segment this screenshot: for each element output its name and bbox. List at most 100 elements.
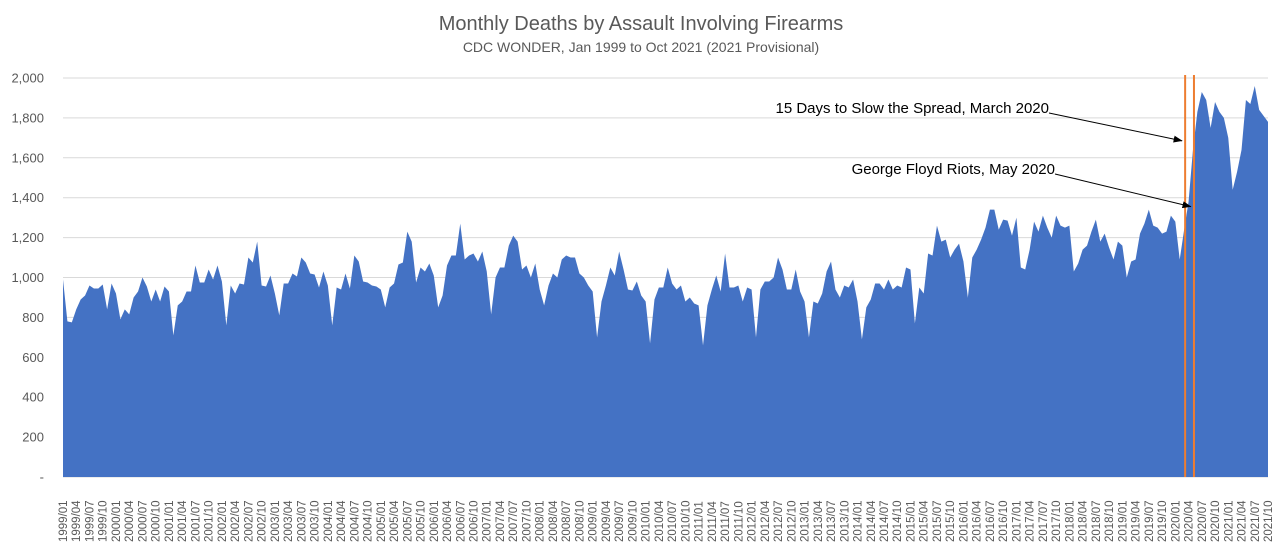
- chart-subtitle: CDC WONDER, Jan 1999 to Oct 2021 (2021 P…: [463, 39, 819, 55]
- x-tick-label: 1999/01: [58, 500, 70, 542]
- x-tick-label: 2007/04: [495, 500, 507, 542]
- x-tick-label: 2017/07: [1038, 500, 1050, 542]
- x-tick-label: 2020/07: [1197, 500, 1209, 542]
- x-tick-label: 2007/10: [521, 500, 533, 542]
- annotation-label: George Floyd Riots, May 2020: [852, 161, 1055, 178]
- x-tick-label: 2006/07: [455, 500, 467, 542]
- y-tick-label: 1,600: [11, 150, 44, 165]
- x-tick-label: 2005/10: [416, 500, 428, 542]
- x-tick-label: 2001/04: [177, 500, 189, 542]
- x-tick-label: 2002/10: [257, 500, 269, 542]
- x-tick-label: 2004/04: [336, 500, 348, 542]
- x-tick-label: 2010/07: [667, 500, 679, 542]
- x-tick-label: 2021/07: [1250, 500, 1262, 542]
- x-tick-label: 2013/01: [800, 500, 812, 542]
- x-tick-label: 2020/04: [1184, 500, 1196, 542]
- x-tick-label: 2014/01: [853, 500, 865, 542]
- x-tick-label: 2014/04: [866, 500, 878, 542]
- x-tick-label: 2003/04: [283, 500, 295, 542]
- x-axis: 1999/01 1999/04 1999/07 1999/10 2000/01 2000/…: [58, 500, 1275, 542]
- y-tick-label: 800: [22, 310, 44, 325]
- x-tick-label: 2019/04: [1131, 500, 1143, 542]
- x-tick-label: 1999/10: [98, 500, 110, 542]
- x-tick-label: 2005/01: [376, 500, 388, 542]
- x-tick-label: 2021/10: [1263, 500, 1275, 542]
- x-tick-label: 2003/07: [296, 500, 308, 542]
- x-tick-label: 1999/04: [71, 500, 83, 542]
- x-tick-label: 2018/10: [1104, 500, 1116, 542]
- plot-area: [63, 85, 1268, 477]
- x-tick-label: 2005/04: [389, 500, 401, 542]
- x-tick-label: 2006/04: [442, 500, 454, 542]
- x-tick-label: 2008/01: [535, 500, 547, 542]
- x-tick-label: 2002/04: [230, 500, 242, 542]
- x-tick-label: 2003/10: [310, 500, 322, 542]
- x-tick-label: 2011/01: [694, 501, 706, 542]
- x-tick-label: 2015/10: [945, 500, 957, 542]
- chart-title: Monthly Deaths by Assault Involving Fire…: [439, 13, 844, 35]
- area-series: [63, 85, 1268, 477]
- annotation-arrow: [1048, 112, 1183, 143]
- y-tick-label: 1,400: [11, 190, 44, 205]
- x-tick-label: 2014/07: [879, 500, 891, 542]
- x-tick-label: 2016/10: [998, 500, 1010, 542]
- x-tick-label: 2006/01: [429, 500, 441, 542]
- x-tick-label: 2014/10: [892, 500, 904, 542]
- x-tick-label: 2019/10: [1157, 500, 1169, 542]
- x-tick-label: 2002/01: [217, 500, 229, 542]
- x-tick-label: 2009/10: [627, 500, 639, 542]
- x-tick-label: 2016/04: [972, 500, 984, 542]
- x-tick-label: 2008/10: [574, 500, 586, 542]
- x-tick-label: 2015/01: [905, 500, 917, 542]
- x-tick-label: 2018/04: [1078, 500, 1090, 542]
- x-tick-label: 2004/01: [323, 500, 335, 542]
- x-tick-label: 2010/10: [680, 500, 692, 542]
- x-tick-label: 2017/04: [1025, 500, 1037, 542]
- x-tick-label: 2021/04: [1237, 500, 1249, 542]
- x-tick-label: 2013/10: [839, 500, 851, 542]
- x-tick-label: 2007/07: [508, 500, 520, 542]
- x-tick-label: 2020/10: [1210, 500, 1222, 542]
- x-tick-label: 2016/07: [985, 500, 997, 542]
- x-tick-label: 2000/01: [111, 500, 123, 542]
- x-tick-label: 2017/10: [1051, 500, 1063, 542]
- y-tick-label: 200: [22, 430, 44, 445]
- x-tick-label: 2012/10: [786, 500, 798, 542]
- x-tick-label: 2011/04: [707, 501, 719, 542]
- x-tick-label: 2018/07: [1091, 500, 1103, 542]
- x-tick-label: 2018/01: [1064, 500, 1076, 542]
- annotation-label: 15 Days to Slow the Spread, March 2020: [776, 100, 1050, 117]
- x-tick-label: 1999/07: [84, 500, 96, 542]
- x-tick-label: 2004/07: [349, 500, 361, 542]
- x-tick-label: 2015/07: [932, 500, 944, 542]
- x-tick-label: 2021/01: [1223, 500, 1235, 542]
- y-tick-label: 1,000: [11, 270, 44, 285]
- annotations: 15 Days to Slow the Spread, March 2020 Ge…: [776, 100, 1192, 209]
- x-tick-label: 2011/10: [733, 501, 745, 542]
- x-tick-label: 2000/10: [151, 500, 163, 542]
- x-tick-label: 2020/01: [1170, 500, 1182, 542]
- x-tick-label: 2008/04: [548, 500, 560, 542]
- x-tick-label: 2001/10: [204, 500, 216, 542]
- x-tick-label: 2013/04: [813, 500, 825, 542]
- x-tick-label: 2002/07: [243, 500, 255, 542]
- x-tick-label: 2009/04: [601, 500, 613, 542]
- x-tick-label: 2012/01: [747, 500, 759, 542]
- x-tick-label: 2009/07: [614, 500, 626, 542]
- x-tick-label: 2012/07: [773, 500, 785, 542]
- x-tick-label: 2006/10: [468, 500, 480, 542]
- y-tick-label: 400: [22, 390, 44, 405]
- x-tick-label: 2012/04: [760, 500, 772, 542]
- x-tick-label: 2003/01: [270, 500, 282, 542]
- annotation-arrow: [1054, 173, 1192, 209]
- x-tick-label: 2005/07: [402, 500, 414, 542]
- x-tick-label: 2004/10: [363, 500, 375, 542]
- x-tick-label: 2010/01: [641, 500, 653, 542]
- y-tick-label: 2,000: [11, 71, 44, 86]
- x-tick-label: 2019/01: [1117, 500, 1129, 542]
- y-tick-label: -: [40, 470, 44, 485]
- x-tick-label: 2007/01: [482, 500, 494, 542]
- x-tick-label: 2008/07: [561, 500, 573, 542]
